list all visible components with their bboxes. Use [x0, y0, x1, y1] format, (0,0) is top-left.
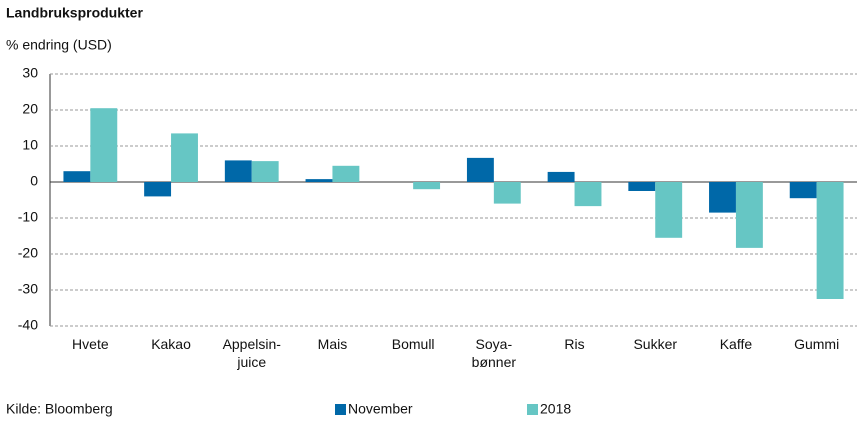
bar [493, 182, 521, 204]
bar [789, 182, 817, 199]
y-tick-label: -10 [18, 209, 38, 225]
bar [413, 182, 441, 190]
bar [251, 161, 279, 182]
bar [144, 182, 172, 197]
bar [816, 182, 844, 299]
bar [171, 133, 198, 182]
bar [574, 182, 602, 207]
legend-swatch [335, 404, 346, 415]
bar [90, 108, 118, 182]
bar [655, 182, 683, 238]
bar [466, 157, 494, 182]
bar [628, 182, 656, 191]
bar [547, 171, 575, 182]
y-tick-label: 10 [22, 137, 38, 153]
source: Kilde: Bloomberg [6, 401, 113, 417]
y-tick-label: -20 [18, 245, 38, 261]
x-tick-label: Appelsin-juice [223, 336, 282, 370]
bar [224, 160, 252, 182]
y-tick-label: 30 [22, 65, 38, 81]
bar [332, 165, 360, 182]
x-tick-label: Bomull [392, 336, 435, 352]
y-tick-label: 0 [30, 173, 38, 189]
chart-title: Landbruksprodukter [6, 5, 143, 21]
legend-label: November [348, 401, 413, 417]
bar [305, 179, 333, 182]
y-tick-label: -30 [18, 281, 38, 297]
x-tick-label: Kaffe [720, 336, 753, 352]
bar [735, 182, 763, 248]
legend-label: 2018 [540, 401, 571, 417]
bar [63, 171, 91, 182]
legend-swatch [527, 404, 538, 415]
x-tick-label: Ris [564, 336, 584, 352]
x-tick-label: Hvete [72, 336, 109, 352]
x-tick-label: Gummi [794, 336, 839, 352]
y-axis-label: % endring (USD) [6, 37, 112, 53]
x-tick-label: Kakao [151, 336, 191, 352]
bar [709, 182, 736, 213]
y-tick-label: -40 [18, 317, 38, 333]
x-tick-label: Mais [318, 336, 348, 352]
y-tick-label: 20 [22, 101, 38, 117]
x-tick-label: Soya-bønner [472, 336, 517, 370]
x-tick-label: Sukker [633, 336, 677, 352]
